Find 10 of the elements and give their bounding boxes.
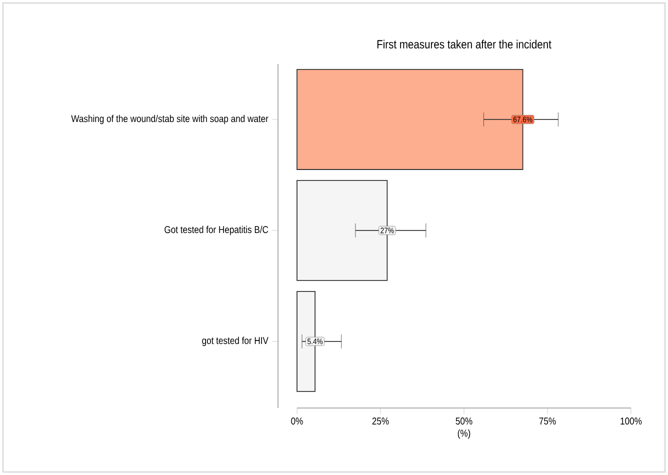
x-tick-label: 25% [372,418,389,425]
x-tick-label: 0% [291,418,303,425]
chart-title: First measures taken after the incident [377,40,552,48]
x-axis-title: (%) [458,429,470,439]
x-tick-label: 100% [620,418,642,425]
y-tick-label: Got tested for Hepatitis B/C [164,226,268,236]
y-tick-label: Washing of the wound/stab site with soap and water [71,114,268,124]
x-tick-label: 75% [539,418,556,425]
y-tick-label: got tested for HIV [202,336,268,346]
x-tick-label: 50% [456,418,472,425]
